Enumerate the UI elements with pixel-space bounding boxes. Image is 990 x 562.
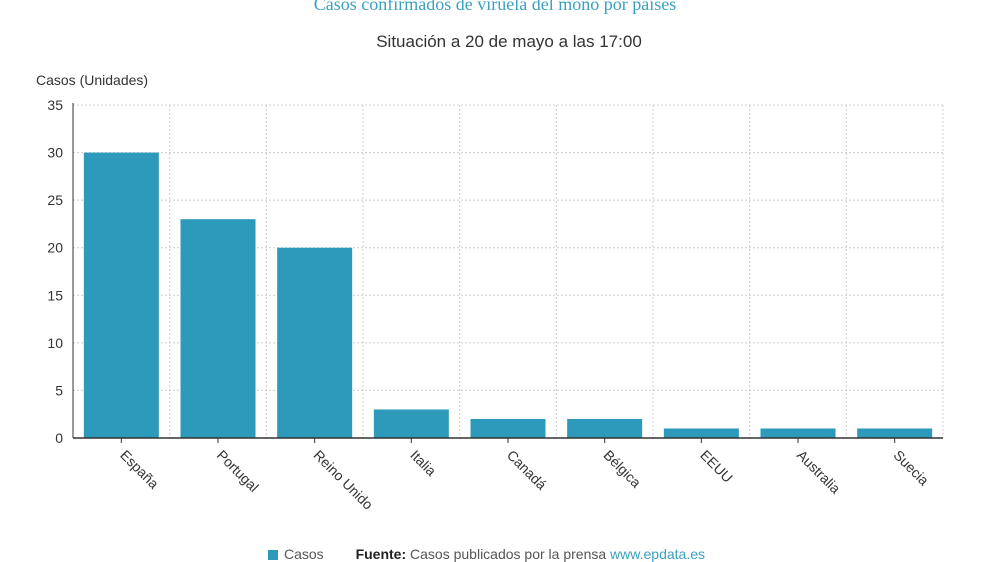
x-tick-label: Suecia [891, 447, 933, 489]
y-tick-label: 20 [47, 240, 63, 256]
bar [373, 409, 449, 438]
y-tick-label: 10 [47, 335, 63, 351]
y-tick-label: 35 [47, 97, 63, 113]
bar [83, 152, 159, 439]
source-link[interactable]: www.epdata.es [610, 546, 705, 562]
y-axis-label: Casos (Unidades) [36, 72, 149, 88]
x-tick-label: España [117, 447, 162, 492]
bar [180, 219, 256, 438]
bar [663, 428, 739, 438]
bar [857, 428, 933, 438]
legend: Casos Fuente: Casos publicados por la pr… [268, 546, 705, 562]
x-tick-label: Bélgica [601, 447, 645, 491]
x-tick-label: Canadá [504, 447, 550, 493]
x-tick-label: Italia [407, 447, 439, 479]
y-tick-label: 15 [47, 287, 63, 303]
y-tick-label: 25 [47, 192, 63, 208]
legend-swatch [268, 550, 278, 561]
chart-subtitle: Situación a 20 de mayo a las 17:00 [376, 32, 642, 51]
x-axis-ticks: España Portugal Reino Unido Italia Canadá Bél… [117, 438, 932, 513]
y-tick-label: 30 [47, 145, 63, 161]
chart-title: Casos confirmados de viruela del mono po… [313, 0, 677, 14]
legend-series-label: Casos [284, 546, 324, 562]
y-axis-ticks: 0 5 10 15 20 25 30 35 [47, 97, 63, 446]
source-label: Fuente: [355, 546, 407, 562]
x-tick-label: Australia [794, 447, 844, 497]
bar [277, 247, 353, 438]
x-tick-label: EEUU [697, 447, 736, 486]
bars [83, 152, 933, 439]
y-tick-label: 0 [55, 430, 63, 446]
source-text: Casos publicados por la prensa [410, 546, 607, 562]
y-tick-label: 5 [55, 382, 63, 398]
x-tick-label: Portugal [214, 447, 262, 495]
x-tick-label: Reino Unido [311, 447, 377, 513]
bar [760, 428, 836, 438]
bar [567, 418, 643, 438]
bar [470, 418, 546, 438]
